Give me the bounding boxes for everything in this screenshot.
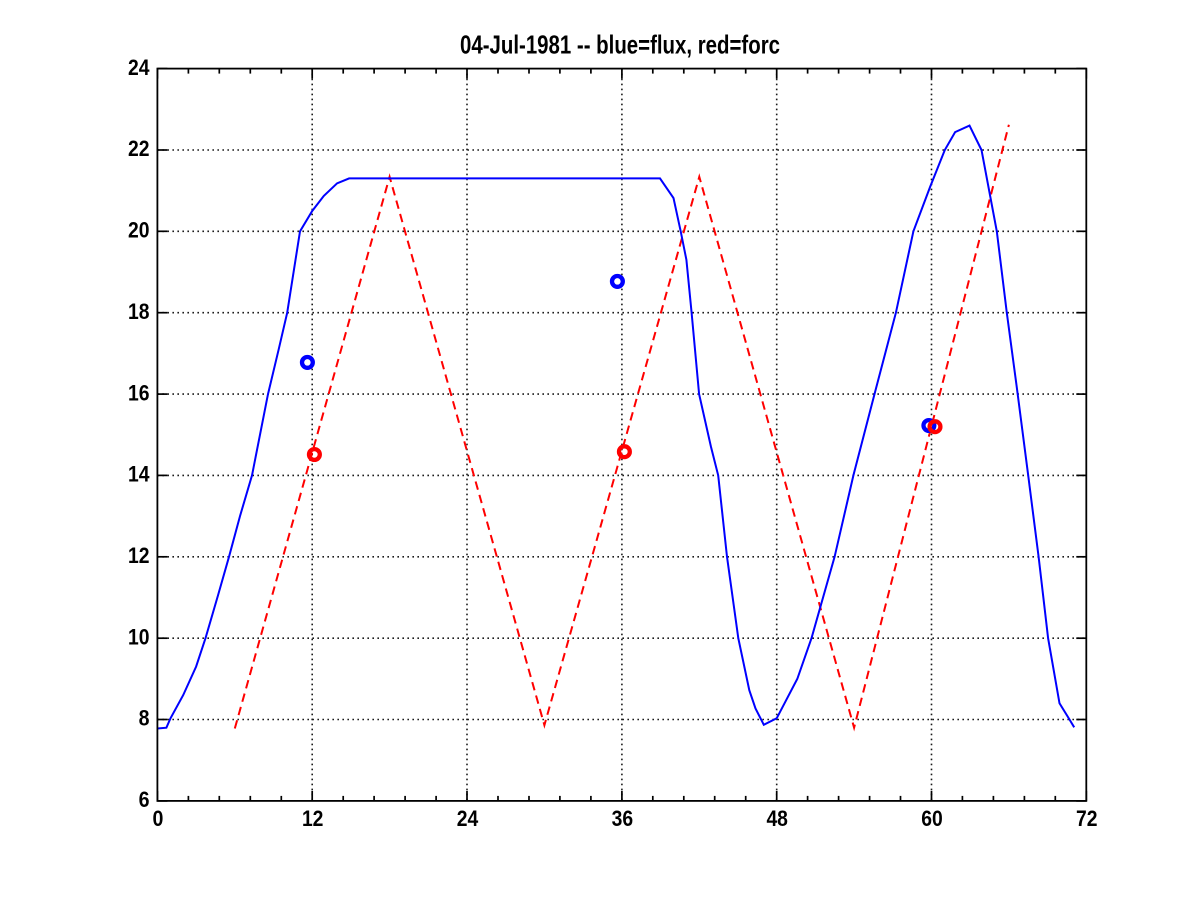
svg-text:24: 24 bbox=[457, 806, 479, 831]
svg-text:8: 8 bbox=[139, 706, 150, 731]
svg-text:24: 24 bbox=[128, 55, 150, 80]
svg-text:6: 6 bbox=[139, 787, 150, 812]
svg-text:04-Jul-1981 -- blue=flux, red=: 04-Jul-1981 -- blue=flux, red=forc bbox=[460, 29, 780, 59]
svg-text:16: 16 bbox=[128, 380, 150, 405]
svg-text:12: 12 bbox=[302, 806, 324, 831]
svg-text:0: 0 bbox=[152, 806, 163, 831]
svg-text:22: 22 bbox=[128, 136, 150, 161]
svg-text:18: 18 bbox=[128, 299, 150, 324]
svg-text:14: 14 bbox=[128, 462, 150, 487]
svg-text:36: 36 bbox=[612, 806, 634, 831]
svg-text:20: 20 bbox=[128, 218, 150, 243]
svg-text:10: 10 bbox=[128, 624, 150, 649]
svg-text:60: 60 bbox=[921, 806, 943, 831]
svg-text:12: 12 bbox=[128, 543, 150, 568]
svg-text:48: 48 bbox=[766, 806, 788, 831]
svg-text:72: 72 bbox=[1076, 806, 1098, 831]
